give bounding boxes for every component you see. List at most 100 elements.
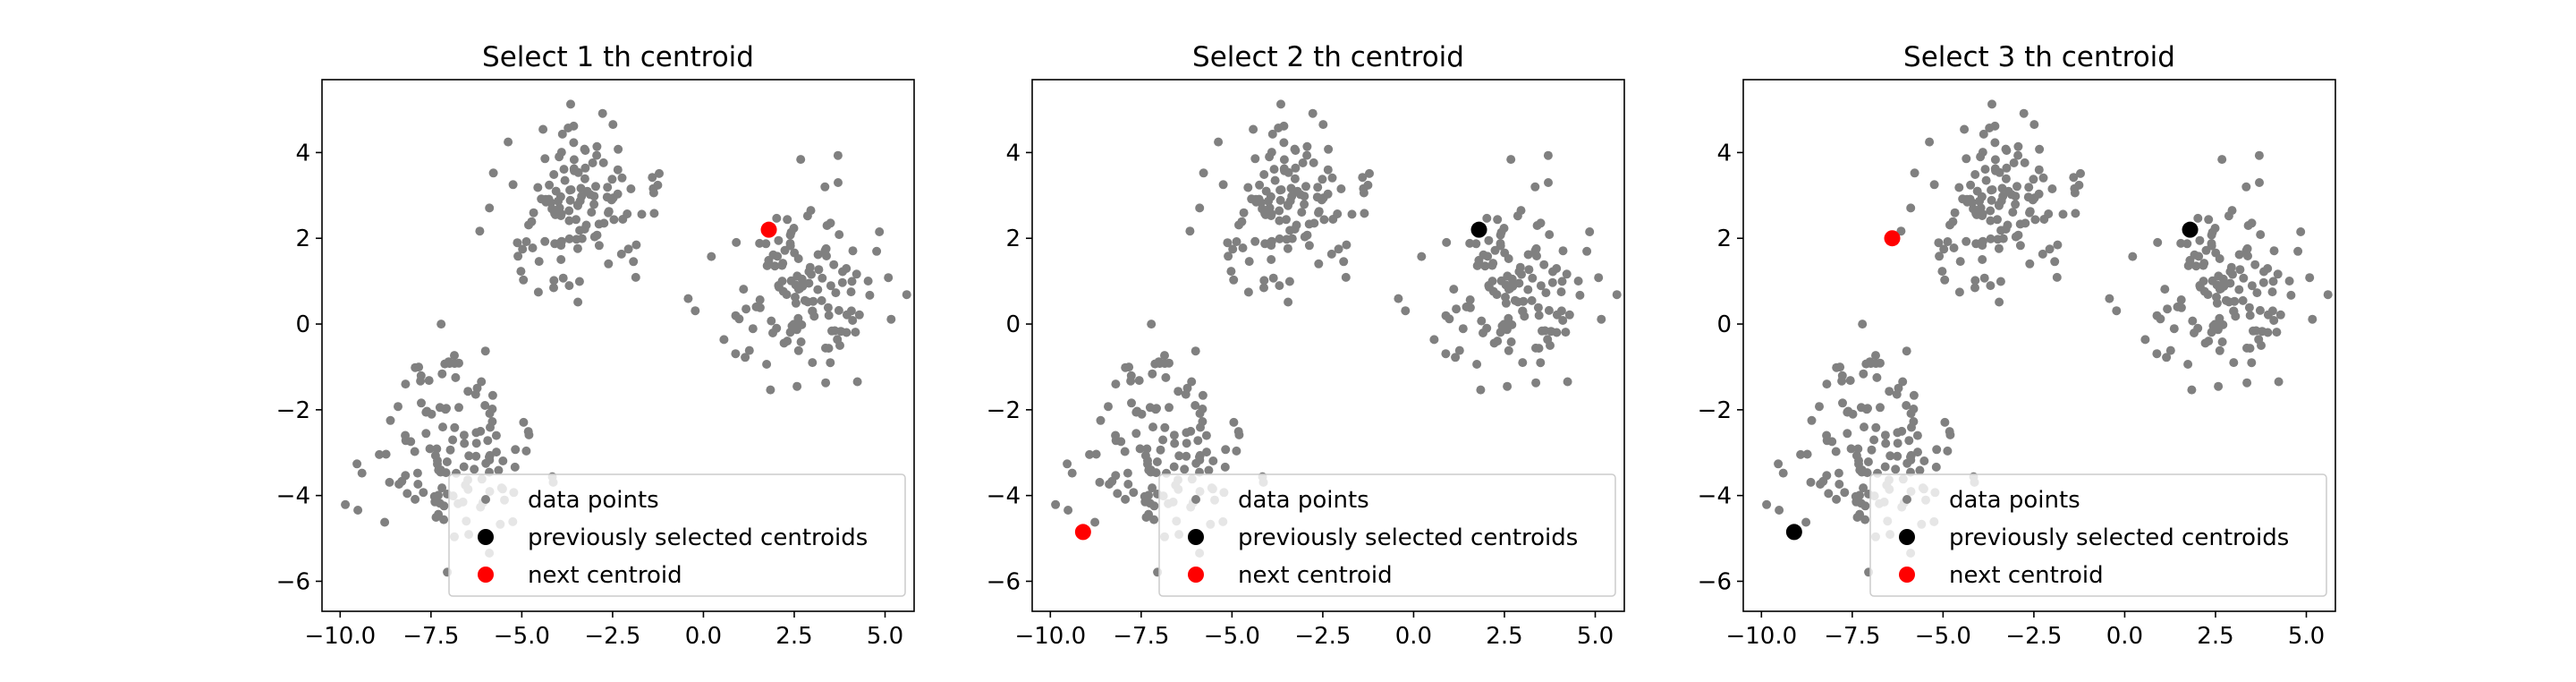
data-point	[432, 444, 442, 454]
data-point	[1931, 462, 1941, 472]
x-tick-label: 2.5	[2197, 623, 2233, 650]
previous-centroid-marker	[2182, 221, 2199, 238]
data-point	[826, 281, 835, 291]
data-point	[778, 259, 788, 269]
data-point	[1582, 246, 1592, 256]
data-point	[1284, 297, 1293, 307]
data-point	[1872, 372, 1882, 382]
data-point	[1539, 260, 1549, 269]
legend-label: previously selected centroids	[528, 524, 868, 551]
data-point	[2267, 287, 2277, 297]
y-tick-label: −6	[1698, 568, 1732, 595]
data-point	[875, 227, 885, 236]
data-point	[434, 490, 443, 500]
chart-panel-1: −10.0 −7.5 −5.0 −2.5 0.0 2.5 5.0 −6 −4 −2 0 2 4 Selec…	[276, 41, 915, 650]
data-point	[1496, 227, 1506, 237]
data-point	[2182, 239, 2192, 249]
x-tick-label: −2.5	[2005, 623, 2062, 650]
data-point	[1531, 378, 1541, 388]
data-point	[2002, 146, 2012, 156]
data-point	[486, 422, 495, 432]
data-point	[1893, 428, 1902, 438]
data-point	[1534, 311, 1544, 320]
data-point	[1840, 488, 1850, 498]
data-point	[2053, 240, 2063, 250]
data-point	[381, 449, 391, 459]
data-point	[1441, 349, 1451, 359]
data-point	[2234, 285, 2244, 294]
data-point	[1259, 170, 1269, 179]
data-point	[1146, 467, 1156, 477]
data-point	[460, 439, 470, 448]
data-point	[1876, 403, 1885, 413]
data-point	[519, 275, 529, 285]
data-point	[1860, 422, 1868, 432]
data-point	[394, 480, 404, 489]
data-point	[2038, 249, 2047, 259]
previous-centroid-marker	[1785, 524, 1802, 541]
data-point	[1955, 257, 1965, 267]
data-point	[755, 295, 765, 304]
data-point	[1135, 444, 1145, 454]
data-point	[1523, 250, 1533, 260]
data-point	[741, 353, 750, 362]
data-point	[1111, 379, 1121, 389]
data-point	[1275, 195, 1285, 205]
data-point	[518, 244, 528, 254]
data-point	[804, 278, 814, 288]
data-point	[814, 265, 824, 275]
data-point	[739, 285, 749, 294]
data-point	[774, 235, 784, 245]
data-point	[1238, 243, 1248, 252]
data-point	[459, 462, 469, 472]
data-point	[796, 155, 806, 165]
data-point	[1334, 244, 1343, 254]
data-point	[442, 457, 452, 466]
data-point	[1514, 278, 1524, 288]
data-point	[1199, 168, 1208, 178]
data-point	[1971, 239, 1981, 249]
data-point	[524, 430, 534, 439]
data-point	[1585, 227, 1595, 236]
x-tick-label: 0.0	[1395, 623, 1432, 650]
data-point	[1530, 182, 1540, 192]
data-point	[1986, 206, 1996, 216]
data-point	[2263, 328, 2273, 337]
data-point	[2273, 269, 2283, 279]
data-point	[824, 311, 834, 320]
data-point	[1990, 164, 2000, 174]
data-point	[454, 358, 463, 368]
data-point	[1363, 180, 1373, 190]
data-point	[792, 381, 802, 391]
data-point	[375, 449, 385, 459]
data-point	[1832, 494, 1842, 504]
data-point	[2030, 215, 2040, 225]
data-point	[607, 175, 617, 184]
data-point	[1264, 196, 1274, 206]
data-point	[1950, 208, 1960, 217]
data-point	[2013, 230, 2023, 240]
data-point	[437, 369, 447, 379]
data-point	[1095, 477, 1105, 487]
data-point	[2249, 326, 2258, 336]
data-point	[791, 298, 801, 308]
axes-frame	[321, 79, 915, 612]
data-point	[792, 271, 802, 281]
data-point	[2267, 306, 2277, 316]
data-point	[1848, 409, 1858, 419]
data-point	[1140, 451, 1150, 460]
data-point	[837, 277, 847, 287]
data-point	[1314, 259, 1324, 269]
data-point	[2011, 192, 2021, 201]
data-point	[592, 141, 602, 151]
data-point	[1541, 288, 1551, 298]
data-point	[1302, 150, 1312, 160]
data-point	[411, 494, 420, 504]
data-point	[528, 243, 538, 252]
data-point	[487, 390, 497, 400]
data-point	[521, 446, 531, 456]
data-point	[1291, 163, 1301, 173]
data-point	[1881, 439, 1891, 448]
data-point	[1129, 488, 1139, 498]
data-point	[1523, 285, 1533, 294]
